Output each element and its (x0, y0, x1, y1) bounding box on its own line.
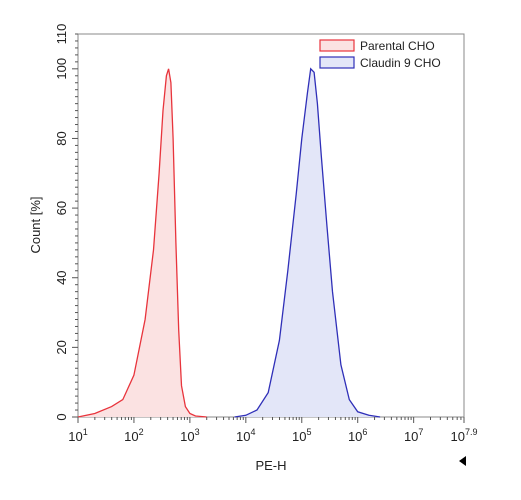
legend-label: Parental CHO (360, 39, 435, 53)
y-tick-label: 60 (54, 201, 69, 215)
y-tick-label: 80 (54, 131, 69, 145)
x-axis: 101 102 103 104 105 106 107 107.9 (68, 417, 477, 444)
series-line-1 (234, 67, 381, 418)
y-tick-label: 0 (54, 413, 69, 420)
series-area-1 (234, 68, 381, 418)
x-tick-label: 102 (124, 427, 143, 444)
plot-frame (77, 33, 465, 418)
x-tick-label: 106 (348, 427, 367, 444)
y-tick-label: 20 (54, 340, 69, 354)
scroll-left-icon[interactable] (459, 456, 466, 466)
legend-swatch (319, 39, 355, 52)
series-area-0 (78, 68, 207, 418)
x-tick-label: 103 (180, 427, 199, 444)
x-tick-label: 107 (404, 427, 423, 444)
series-line-0 (77, 68, 207, 418)
x-tick-label: 105 (292, 427, 311, 444)
x-axis-title: PE-H (255, 458, 286, 473)
y-tick-label: 110 (54, 24, 69, 45)
legend: Parental CHO Claudin 9 CHO (319, 39, 441, 70)
legend-swatch (319, 56, 355, 69)
x-tick-label: 101 (68, 427, 87, 444)
x-tick-label: 104 (236, 427, 255, 444)
y-tick-label: 40 (54, 270, 69, 284)
y-axis-title: Count [%] (28, 196, 43, 253)
series-layer (77, 67, 381, 418)
y-tick-label: 100 (54, 58, 69, 80)
x-tick-label: 107.9 (451, 427, 478, 444)
legend-label: Claudin 9 CHO (360, 56, 441, 70)
y-axis: 0 20 40 60 80 100 110 (54, 24, 78, 421)
